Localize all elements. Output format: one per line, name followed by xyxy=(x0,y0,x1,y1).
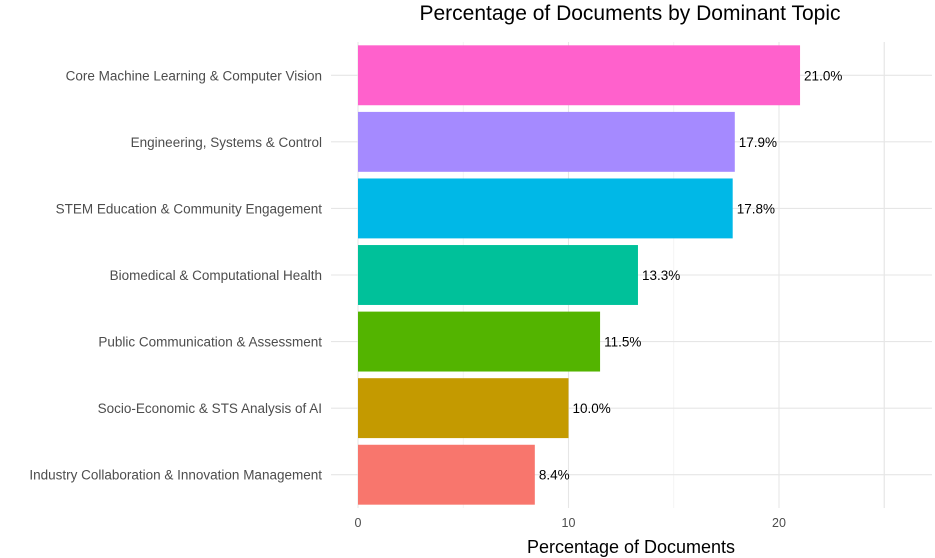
bar xyxy=(358,178,733,239)
x-tick-label: 20 xyxy=(772,516,786,530)
category-label: Biomedical & Computational Health xyxy=(110,268,322,283)
bar xyxy=(358,378,569,439)
chart-title: Percentage of Documents by Dominant Topi… xyxy=(419,2,840,25)
x-tick-label: 10 xyxy=(562,516,576,530)
data-label: 13.3% xyxy=(642,268,680,283)
x-axis-label: Percentage of Documents xyxy=(527,537,735,557)
bar xyxy=(358,45,801,106)
bar xyxy=(358,111,735,172)
data-label: 17.8% xyxy=(737,201,775,216)
category-label: Core Machine Learning & Computer Vision xyxy=(66,68,322,83)
data-label: 8.4% xyxy=(539,468,570,483)
category-label: Socio-Economic & STS Analysis of AI xyxy=(98,401,322,416)
bar xyxy=(358,311,601,372)
x-tick-label: 0 xyxy=(355,516,362,530)
data-label: 17.9% xyxy=(739,135,777,150)
category-label: Industry Collaboration & Innovation Mana… xyxy=(29,468,322,483)
bars xyxy=(358,45,801,505)
data-label: 11.5% xyxy=(604,335,641,350)
data-label: 10.0% xyxy=(573,401,611,416)
category-label: Engineering, Systems & Control xyxy=(131,135,322,150)
category-label: STEM Education & Community Engagement xyxy=(56,201,323,216)
bar xyxy=(358,245,638,305)
bar xyxy=(358,444,535,505)
category-label: Public Communication & Assessment xyxy=(98,335,322,350)
data-labels: 21.0% 17.9% 17.8% 13.3% 11.5% 10.0% 8.4% xyxy=(539,68,843,482)
data-label: 21.0% xyxy=(804,68,842,83)
category-labels: Core Machine Learning & Computer Vision E… xyxy=(29,68,322,482)
x-tick-labels: 0 10 20 xyxy=(355,516,786,530)
